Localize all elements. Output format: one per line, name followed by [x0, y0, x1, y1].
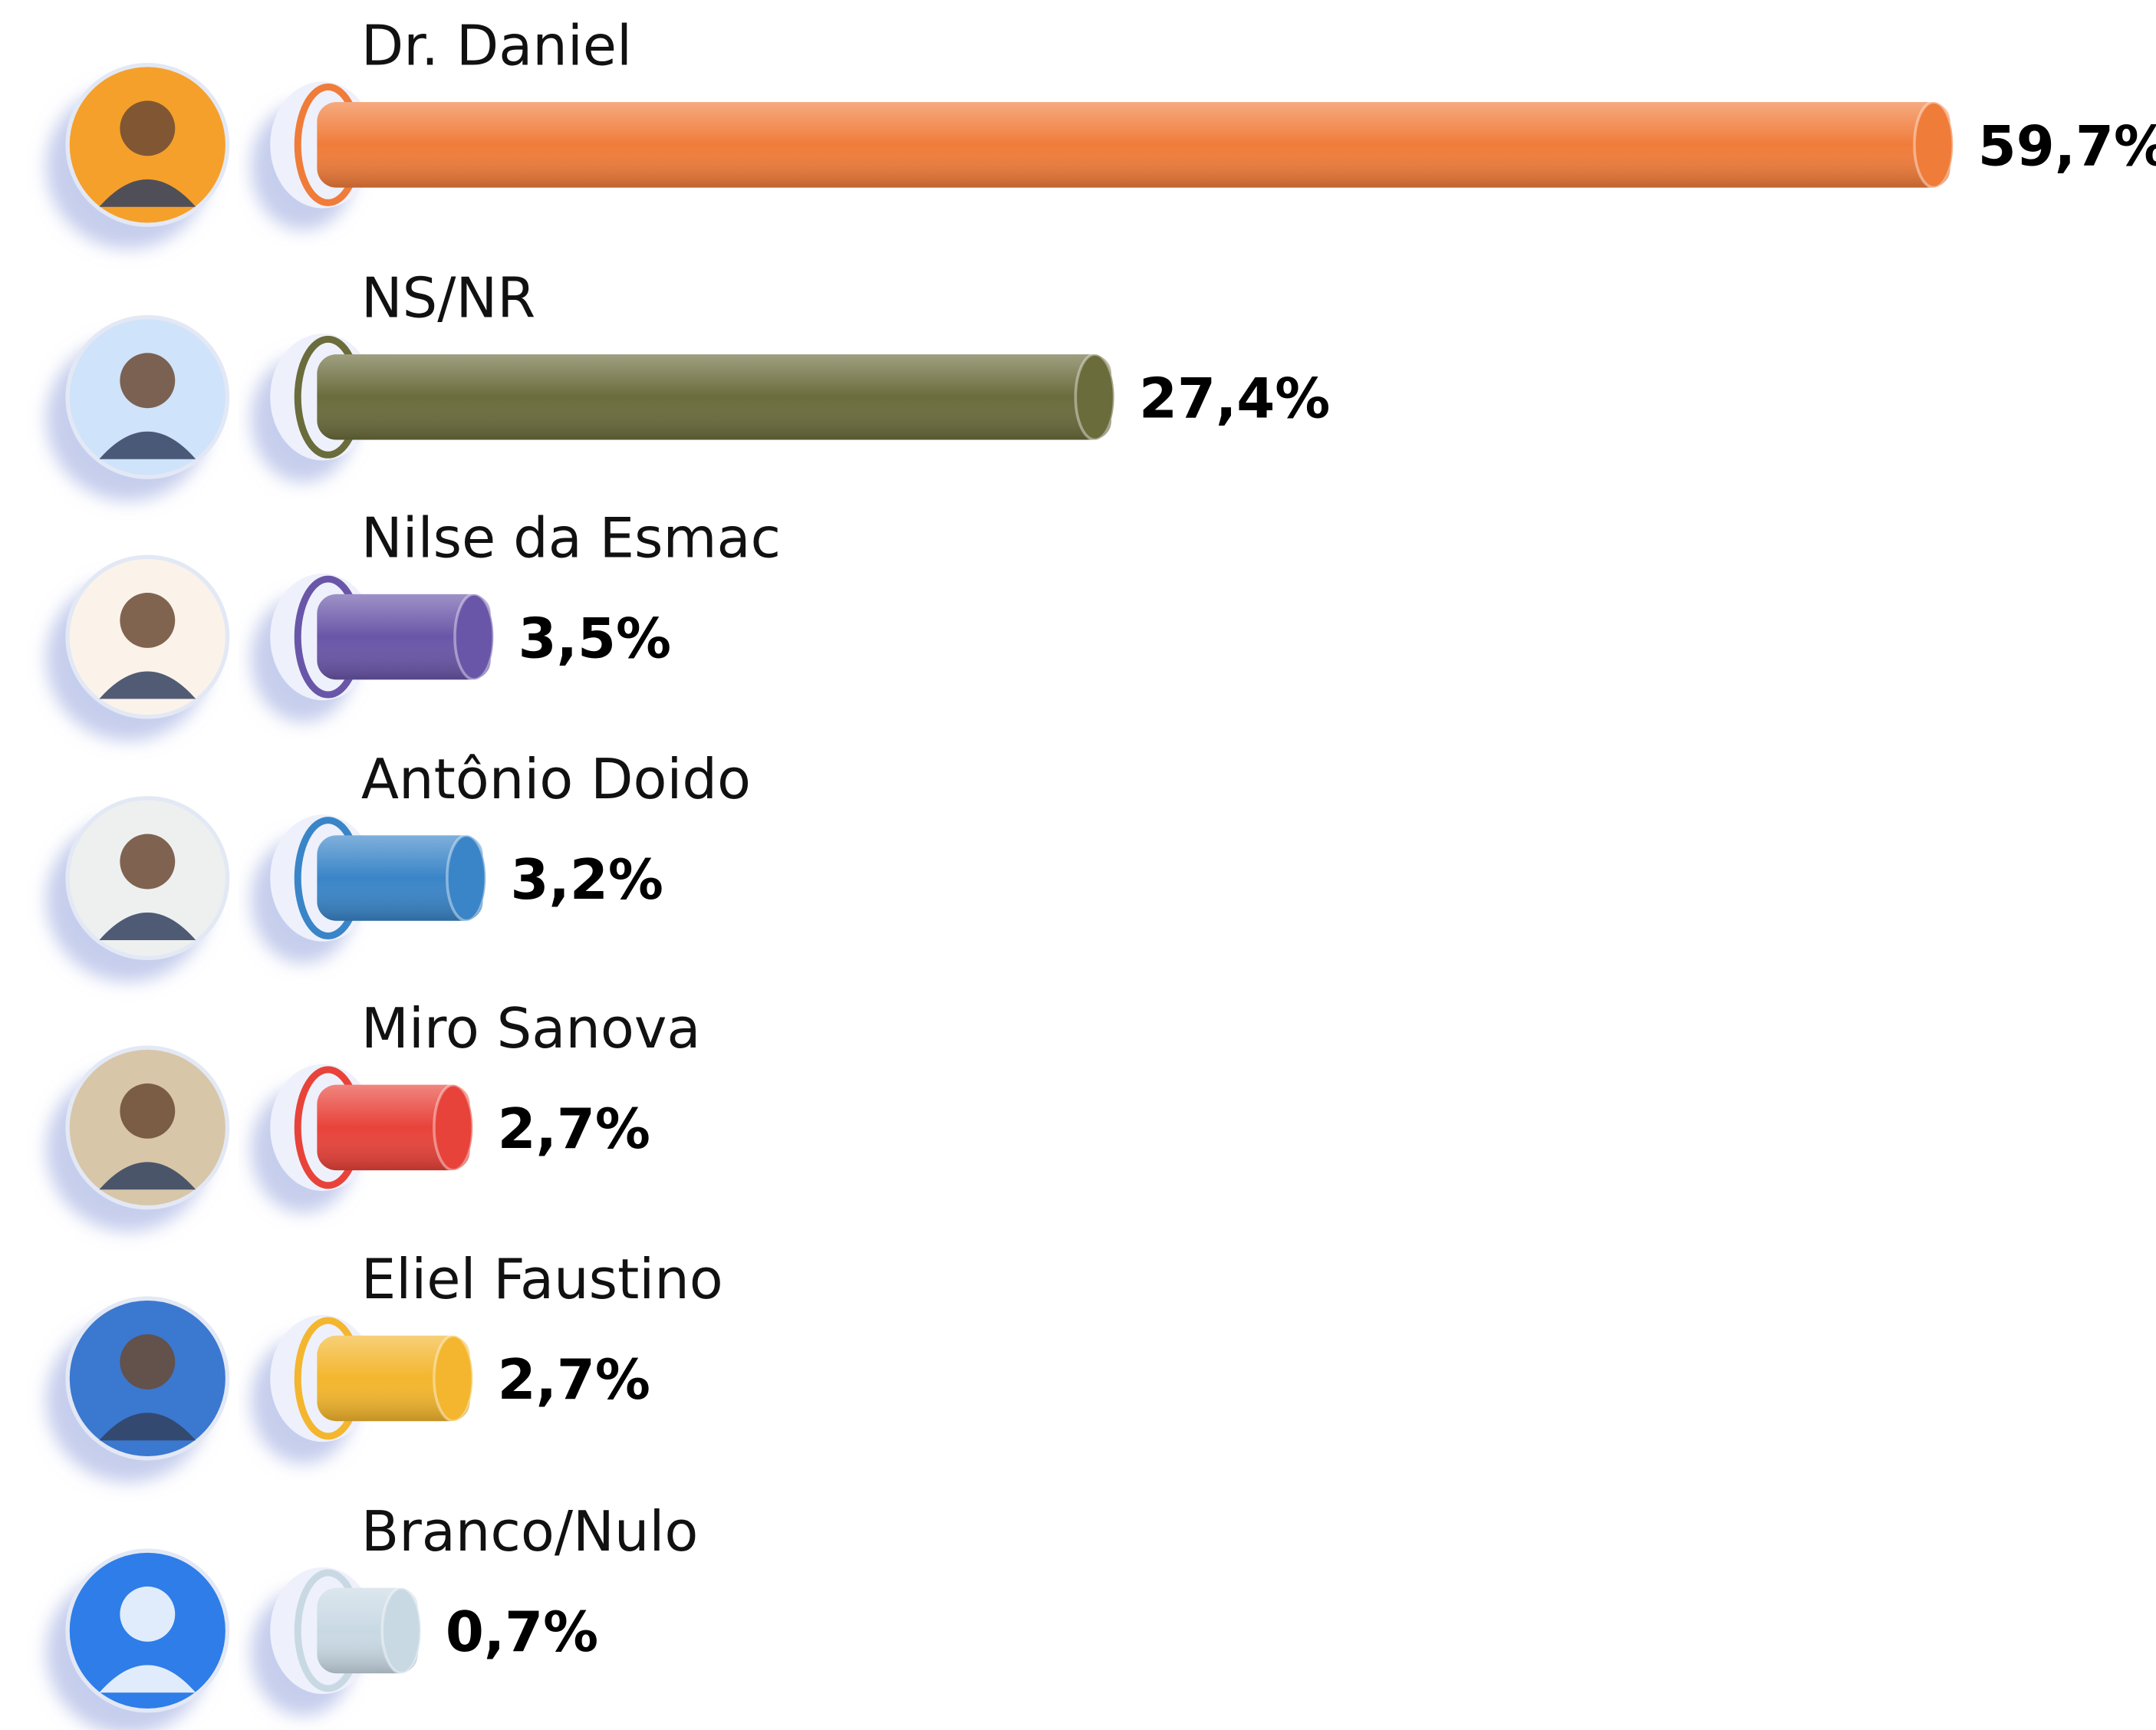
bar-cap	[453, 593, 495, 682]
avatar-head	[120, 1083, 176, 1139]
bar-shade	[317, 102, 1950, 188]
bar-shade	[317, 835, 483, 921]
avatar-body	[99, 671, 196, 699]
category-label: Eliel Faustino	[361, 1247, 723, 1311]
category-label: NS/NR	[361, 266, 535, 331]
value-label: 3,5%	[518, 606, 671, 670]
bar-shade	[317, 354, 1112, 440]
value-label: 59,7%	[1978, 114, 2156, 179]
bar-cap	[433, 1334, 475, 1423]
category-label: Nilse da Esmac	[361, 505, 781, 570]
bar-cap	[446, 834, 487, 923]
avatar-head	[120, 593, 176, 648]
avatar-body	[99, 913, 196, 940]
value-label: 27,4%	[1139, 367, 1330, 431]
bar-cap	[433, 1083, 475, 1172]
category-label: Antônio Doido	[361, 747, 751, 811]
value-label: 2,7%	[498, 1347, 650, 1412]
bar-cap	[380, 1586, 423, 1675]
bar-cap	[1074, 353, 1116, 442]
avatar-body	[99, 1162, 196, 1190]
avatar-head	[120, 1334, 176, 1390]
category-label: Miro Sanova	[361, 996, 701, 1061]
avatar-head	[120, 353, 176, 409]
category-label: Dr. Daniel	[361, 14, 632, 78]
avatar-body	[99, 1413, 196, 1441]
bar-shade	[317, 1335, 470, 1422]
avatar-body	[99, 1665, 196, 1693]
avatar-body	[99, 431, 196, 459]
avatar-head	[120, 834, 176, 890]
bar-shade	[317, 1084, 470, 1171]
bar-shade	[317, 594, 491, 680]
avatar-head	[120, 1586, 176, 1642]
value-label: 0,7%	[446, 1600, 598, 1664]
avatar-head	[120, 100, 176, 156]
avatar-body	[99, 179, 196, 207]
value-label: 2,7%	[498, 1097, 650, 1161]
bar-cap	[1913, 100, 1955, 189]
category-label: Branco/Nulo	[361, 1499, 698, 1564]
value-label: 3,2%	[511, 847, 663, 912]
